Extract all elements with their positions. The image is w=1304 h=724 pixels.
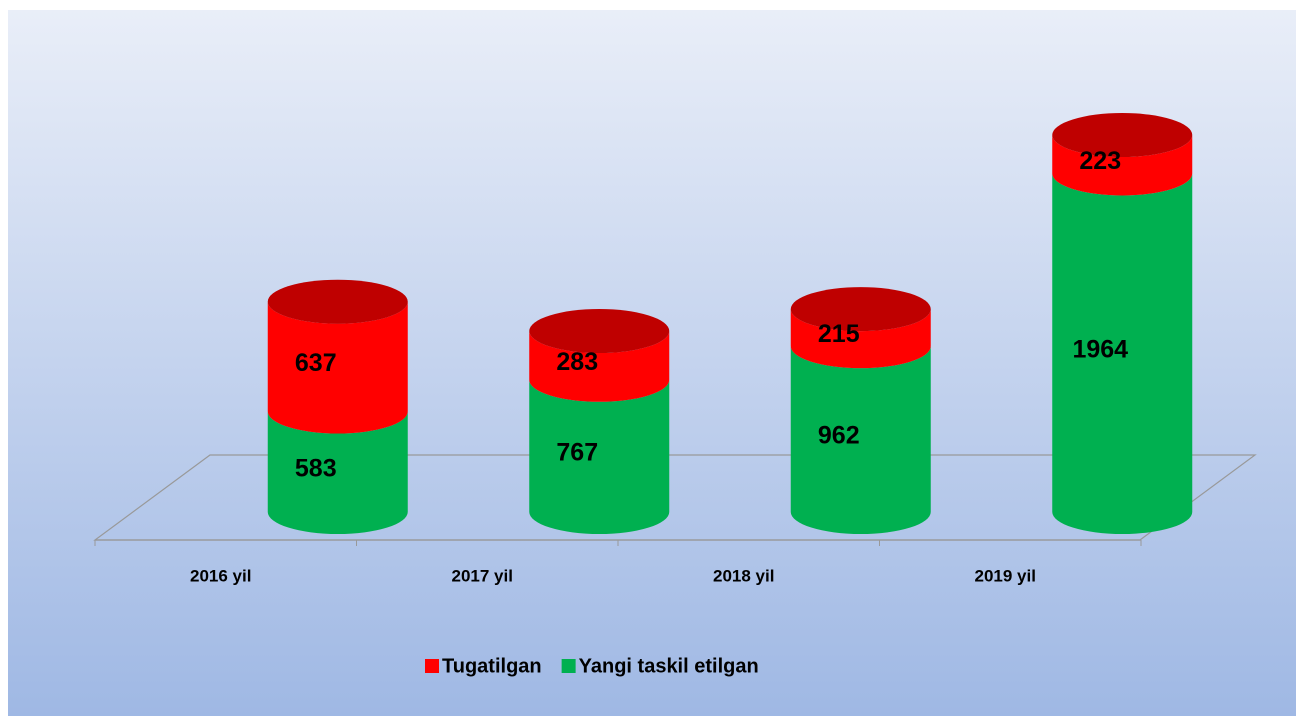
cylinder-cap <box>267 279 408 324</box>
value-label: 215 <box>818 320 860 348</box>
x-tick-label: 2017 yil <box>452 566 513 585</box>
cylinder-cap <box>790 287 931 332</box>
cylinder-segment <box>1052 135 1193 196</box>
legend-label: Yangi taskil etilgan <box>579 655 759 677</box>
cylinder-segment <box>1052 173 1193 535</box>
cylinder-segment <box>529 379 670 534</box>
legend-swatch <box>561 659 576 673</box>
value-label: 637 <box>295 349 337 377</box>
x-tick-label: 2018 yil <box>713 566 774 585</box>
legend-label: Tugatilgan <box>442 655 542 677</box>
cylinder-segment <box>790 309 931 369</box>
value-label: 962 <box>818 422 860 450</box>
value-label: 1964 <box>1072 335 1128 363</box>
value-label: 283 <box>556 348 598 376</box>
cylinder-segment <box>790 346 931 534</box>
value-label: 583 <box>295 454 337 482</box>
cylinder-segment <box>267 301 408 434</box>
value-label: 223 <box>1079 147 1121 175</box>
legend-swatch <box>425 659 439 673</box>
cylinder-cap <box>1052 113 1193 157</box>
value-label: 767 <box>556 439 598 467</box>
cylinder-segment <box>529 330 670 402</box>
cylinder-segment <box>267 411 408 534</box>
x-tick-label: 2016 yil <box>190 566 251 585</box>
x-tick-label: 2019 yil <box>975 566 1036 585</box>
cylinder-cap <box>529 308 670 353</box>
